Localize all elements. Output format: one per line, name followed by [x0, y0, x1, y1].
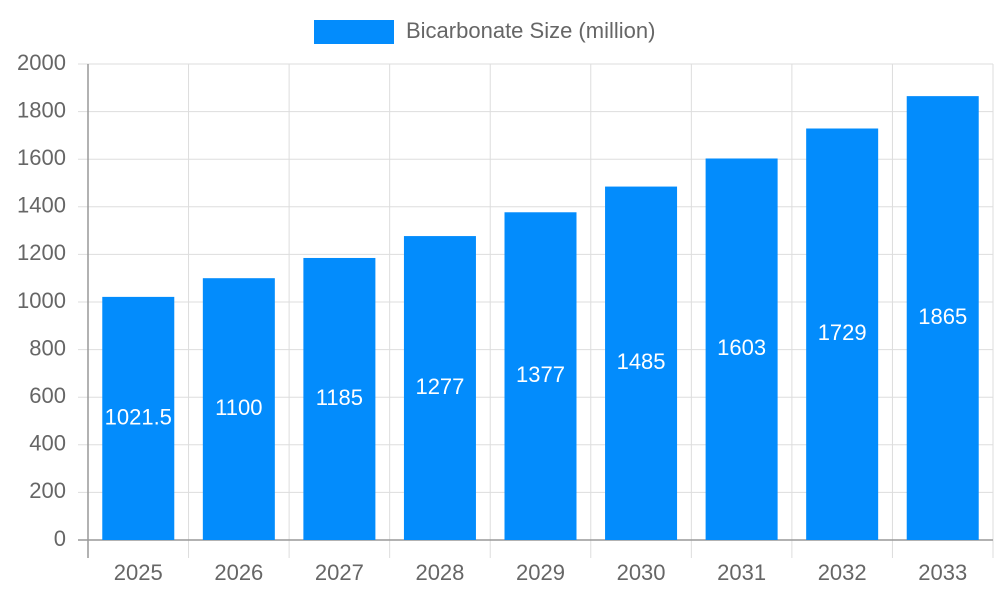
y-tick-label: 200 [29, 478, 66, 503]
y-tick-label: 2000 [17, 50, 66, 75]
bar [303, 257, 376, 540]
value-label: 1277 [415, 374, 464, 399]
bar [403, 236, 476, 540]
x-tick-label: 2031 [717, 560, 766, 585]
bar [906, 96, 979, 540]
y-tick-label: 400 [29, 431, 66, 456]
x-tick-label: 2027 [315, 560, 364, 585]
value-label: 1603 [717, 335, 766, 360]
x-tick-label: 2026 [214, 560, 263, 585]
x-tick-label: 2032 [818, 560, 867, 585]
x-tick-label: 2029 [516, 560, 565, 585]
y-tick-label: 0 [54, 526, 66, 551]
y-tick-label: 600 [29, 383, 66, 408]
y-tick-label: 800 [29, 335, 66, 360]
x-tick-label: 2028 [415, 560, 464, 585]
x-tick-label: 2033 [918, 560, 967, 585]
bar [806, 128, 879, 541]
legend-label: Bicarbonate Size (million) [406, 18, 655, 43]
y-tick-label: 1000 [17, 288, 66, 313]
y-tick-label: 1200 [17, 240, 66, 265]
x-tick-label: 2030 [617, 560, 666, 585]
value-label: 1021.5 [105, 404, 172, 429]
value-label: 1485 [617, 349, 666, 374]
legend-swatch [314, 20, 394, 44]
bar [102, 296, 175, 540]
value-label: 1729 [818, 320, 867, 345]
y-tick-label: 1400 [17, 193, 66, 218]
bar [202, 278, 275, 540]
bar [705, 158, 778, 540]
y-tick-label: 1600 [17, 145, 66, 170]
value-label: 1100 [215, 395, 262, 420]
y-tick-label: 1800 [17, 97, 66, 122]
value-label: 1377 [516, 362, 565, 387]
value-label: 1865 [918, 304, 967, 329]
bar [504, 212, 577, 541]
x-tick-label: 2025 [114, 560, 163, 585]
value-label: 1185 [316, 385, 363, 410]
bar [605, 186, 678, 540]
